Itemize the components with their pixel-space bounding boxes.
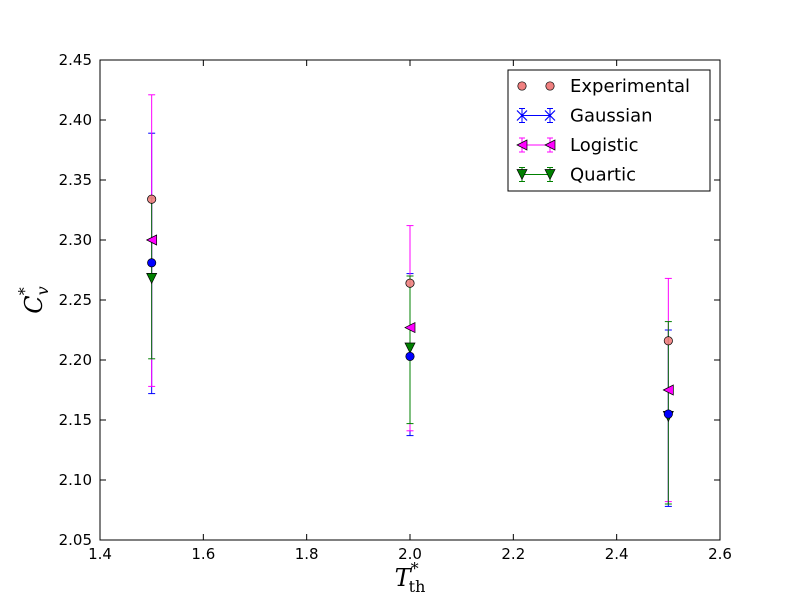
x-tick-label: 2.6 <box>708 545 732 563</box>
x-axis-label-sup: * <box>411 559 419 578</box>
y-tick-label: 2.40 <box>59 111 92 129</box>
y-axis-label: Cv* <box>15 286 52 313</box>
y-axis-label-sup: * <box>15 287 34 295</box>
point-experimental <box>663 336 673 346</box>
x-tick-label: 1.4 <box>88 545 112 563</box>
legend-entry-quartic: Quartic <box>516 165 636 186</box>
x-tick-label: 1.6 <box>191 545 215 563</box>
plot-layer <box>145 94 674 507</box>
legend-label: Experimental <box>570 76 690 97</box>
legend-marker <box>516 169 528 181</box>
x-axis-label: T* th <box>395 559 426 596</box>
y-tick-label: 2.20 <box>59 351 92 369</box>
x-axis-label-sub: th <box>409 577 426 596</box>
legend-entries: Experimental Gaussian Logistic Quartic <box>516 76 690 186</box>
y-tick-label: 2.25 <box>59 291 92 309</box>
point-logistic <box>145 234 158 246</box>
legend-marker <box>544 169 556 181</box>
y-tick-label: 2.05 <box>59 531 92 549</box>
point-logistic <box>404 322 416 334</box>
point-quartic <box>146 273 158 285</box>
legend-entry-experimental: Experimental <box>517 76 690 97</box>
point-experimental <box>147 194 157 204</box>
point-gaussian <box>405 351 415 361</box>
point-gaussian <box>147 258 157 268</box>
y-axis-label-sub: v <box>33 286 52 295</box>
legend-marker <box>544 110 556 121</box>
y-tick-label: 2.30 <box>59 231 92 249</box>
y-tick-label: 2.15 <box>59 411 92 429</box>
point-logistic <box>662 384 674 396</box>
y-tick-label: 2.10 <box>59 471 92 489</box>
legend-entry-logistic: Logistic <box>516 135 638 156</box>
x-tick-label: 2.4 <box>605 545 629 563</box>
legend-marker <box>516 110 528 121</box>
point-experimental <box>405 278 415 288</box>
x-tick-label: 2.0 <box>398 545 422 563</box>
legend-marker <box>544 139 556 151</box>
legend-label: Logistic <box>570 135 638 156</box>
point-gaussian <box>663 409 673 419</box>
legend-marker <box>545 81 555 91</box>
x-tick-label: 1.8 <box>295 545 319 563</box>
legend-box <box>507 69 711 192</box>
y-axis-label-base: C <box>20 295 48 313</box>
x-axis-label-base: T <box>395 564 413 592</box>
legend-label: Quartic <box>570 165 636 186</box>
legend-marker <box>517 81 527 91</box>
legend: Experimental Gaussian Logistic Quartic <box>507 69 711 192</box>
legend-label: Gaussian <box>570 106 653 127</box>
x-tick-label: 2.2 <box>501 545 525 563</box>
point-quartic <box>404 342 416 354</box>
ticks-layer: 1.4 1.6 1.8 2.0 2.2 2.4 2.6 2.05 2.10 2.15 2.20 2.2… <box>59 51 732 563</box>
y-tick-label: 2.45 <box>59 51 92 69</box>
y-tick-label: 2.35 <box>59 171 92 189</box>
legend-entry-gaussian: Gaussian <box>516 106 653 127</box>
legend-marker <box>516 139 528 151</box>
